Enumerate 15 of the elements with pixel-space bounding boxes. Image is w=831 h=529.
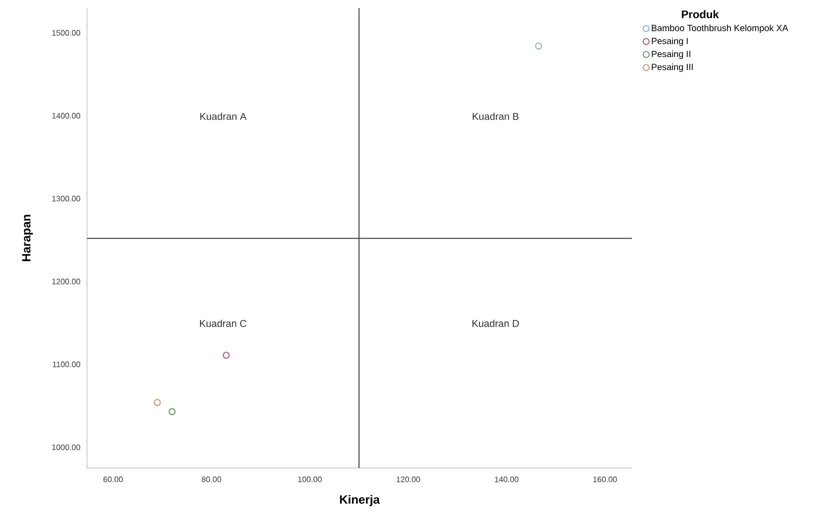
legend-label: Pesaing II: [652, 50, 690, 59]
annotation: Kuadran A: [200, 112, 247, 120]
legend-title: Produk: [682, 10, 719, 18]
annotation: Kuadran B: [472, 112, 519, 120]
point: [222, 352, 230, 359]
legend-label: Pesaing I: [652, 38, 688, 46]
point: [154, 399, 161, 406]
y-axis-title: Harapan: [22, 214, 33, 262]
annotation: Kuadran D: [472, 320, 519, 327]
x-axis-title: Kinerja: [340, 494, 380, 506]
legend-label: Pesaing III: [652, 64, 693, 72]
annotation: Kuadran C: [200, 320, 246, 327]
point: [168, 408, 176, 416]
point: [535, 42, 542, 50]
legend-label: Bamboo Toothbrush Kelompok XA: [652, 24, 788, 33]
